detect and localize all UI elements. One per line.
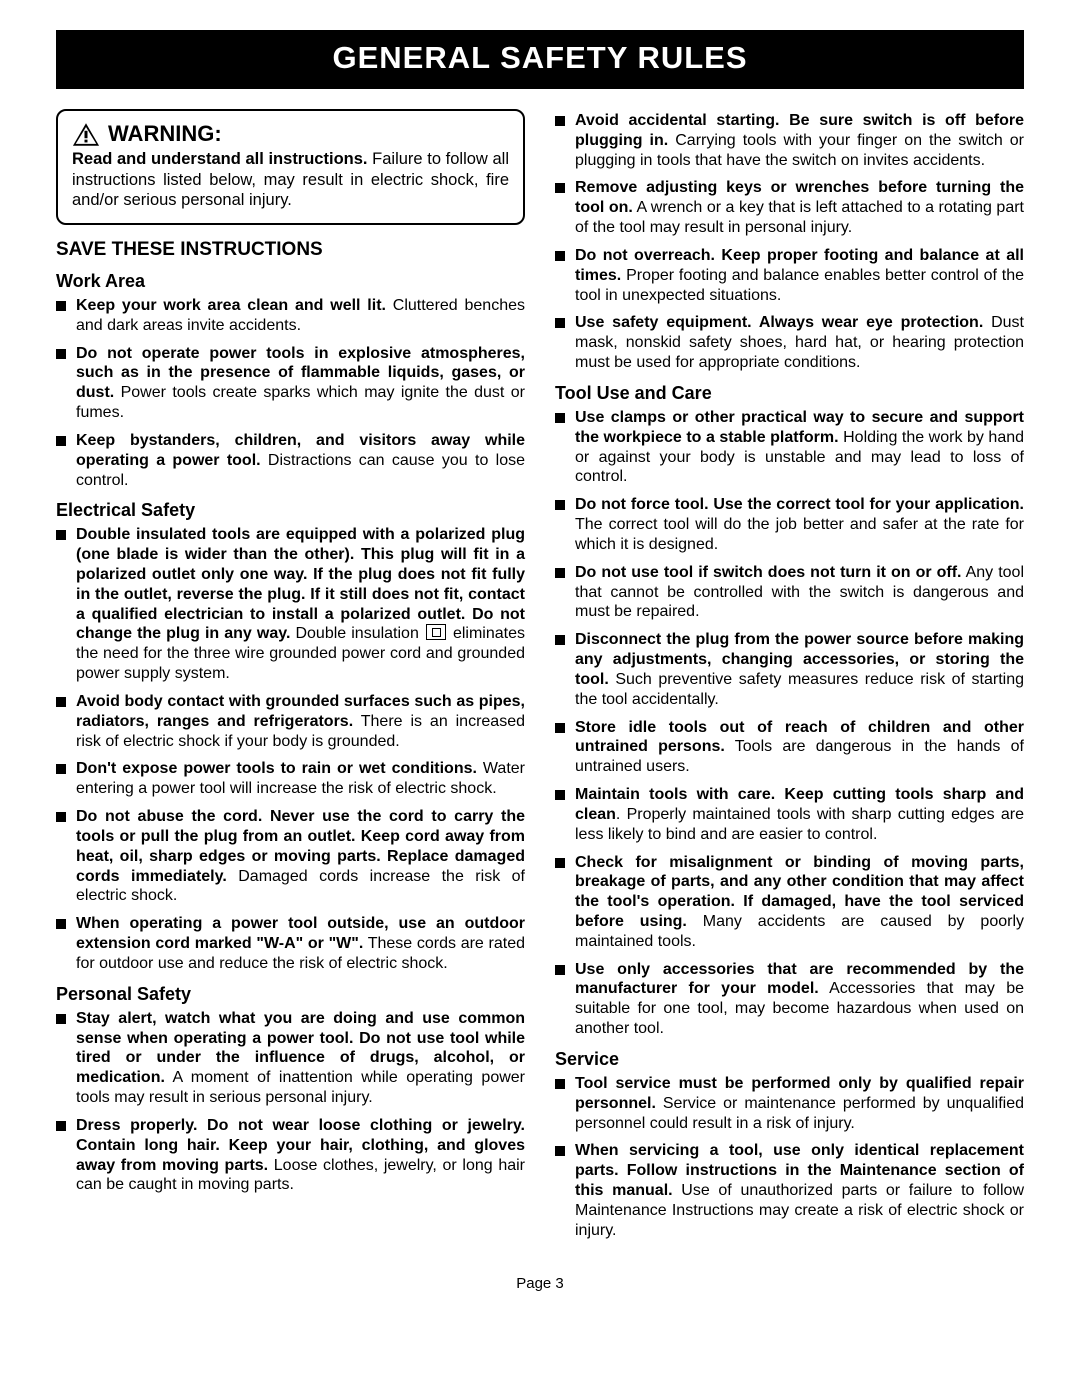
list-item-text: Such preventive safety measures reduce r… bbox=[575, 671, 1024, 708]
list-item-text: . Properly maintained tools with sharp c… bbox=[575, 806, 1024, 843]
warning-triangle-icon bbox=[72, 122, 100, 147]
work-area-heading: Work Area bbox=[56, 271, 525, 292]
list-item-bold: Keep your work area clean and well lit. bbox=[76, 297, 386, 314]
list-item: Remove adjusting keys or wrenches before… bbox=[555, 178, 1024, 237]
list-item: When servicing a tool, use only identica… bbox=[555, 1141, 1024, 1240]
list-item: Do not force tool. Use the correct tool … bbox=[555, 495, 1024, 554]
page-container: GENERAL SAFETY RULES WARNING: Read and u… bbox=[0, 0, 1080, 1312]
list-item: Use only accessories that are recommende… bbox=[555, 960, 1024, 1039]
tool-use-heading: Tool Use and Care bbox=[555, 383, 1024, 404]
list-item: Do not use tool if switch does not turn … bbox=[555, 563, 1024, 622]
page-number: Page 3 bbox=[56, 1275, 1024, 1292]
list-item: Don't expose power tools to rain or wet … bbox=[56, 759, 525, 799]
list-item: Keep your work area clean and well lit. … bbox=[56, 296, 525, 336]
warning-header: WARNING: bbox=[72, 121, 509, 147]
list-item-bold: Do not use tool if switch does not turn … bbox=[575, 564, 961, 581]
list-item: Keep bystanders, children, and visitors … bbox=[56, 431, 525, 490]
list-item: Maintain tools with care. Keep cutting t… bbox=[555, 785, 1024, 844]
list-item: Avoid body contact with grounded surface… bbox=[56, 692, 525, 751]
left-column: WARNING: Read and understand all instruc… bbox=[56, 109, 525, 1249]
banner-title: GENERAL SAFETY RULES bbox=[56, 30, 1024, 89]
list-item: Double insulated tools are equipped with… bbox=[56, 525, 525, 684]
list-item-text: Double insulation bbox=[290, 625, 424, 642]
list-item-text: Proper footing and balance enables bette… bbox=[575, 267, 1024, 304]
right-column: Avoid accidental starting. Be sure switc… bbox=[555, 109, 1024, 1249]
service-list: Tool service must be performed only by q… bbox=[555, 1074, 1024, 1241]
list-item-text: A wrench or a key that is left attached … bbox=[575, 199, 1024, 236]
list-item: Disconnect the plug from the power sourc… bbox=[555, 630, 1024, 709]
list-item-bold: Do not force tool. Use the correct tool … bbox=[575, 496, 1024, 513]
personal-list: Stay alert, watch what you are doing and… bbox=[56, 1009, 525, 1195]
save-instructions-heading: SAVE THESE INSTRUCTIONS bbox=[56, 239, 525, 261]
list-item: Use safety equipment. Always wear eye pr… bbox=[555, 313, 1024, 372]
warning-text: Read and understand all instructions. Fa… bbox=[72, 149, 509, 211]
list-item: Do not overreach. Keep proper footing an… bbox=[555, 246, 1024, 305]
tool-use-list: Use clamps or other practical way to sec… bbox=[555, 408, 1024, 1039]
list-item: Dress properly. Do not wear loose clothi… bbox=[56, 1116, 525, 1195]
list-item-bold: Don't expose power tools to rain or wet … bbox=[76, 760, 477, 777]
two-column-layout: WARNING: Read and understand all instruc… bbox=[56, 109, 1024, 1249]
warning-box: WARNING: Read and understand all instruc… bbox=[56, 109, 525, 225]
service-heading: Service bbox=[555, 1049, 1024, 1070]
list-item-text: The correct tool will do the job better … bbox=[575, 516, 1024, 553]
list-item-bold: Use safety equipment. Always wear eye pr… bbox=[575, 314, 983, 331]
list-item: Tool service must be performed only by q… bbox=[555, 1074, 1024, 1133]
work-area-list: Keep your work area clean and well lit. … bbox=[56, 296, 525, 490]
list-item: Store idle tools out of reach of childre… bbox=[555, 718, 1024, 777]
warning-title: WARNING: bbox=[108, 121, 222, 147]
list-item-text: Power tools create sparks which may igni… bbox=[76, 384, 525, 421]
list-item: Use clamps or other practical way to sec… bbox=[555, 408, 1024, 487]
list-item: Do not operate power tools in explosive … bbox=[56, 344, 525, 423]
list-item: Stay alert, watch what you are doing and… bbox=[56, 1009, 525, 1108]
electrical-list: Double insulated tools are equipped with… bbox=[56, 525, 525, 973]
warning-bold: Read and understand all instructions. bbox=[72, 150, 368, 168]
list-item: Check for misalignment or binding of mov… bbox=[555, 853, 1024, 952]
list-item: Do not abuse the cord. Never use the cor… bbox=[56, 807, 525, 906]
personal-list-cont: Avoid accidental starting. Be sure switc… bbox=[555, 111, 1024, 373]
list-item: When operating a power tool outside, use… bbox=[56, 914, 525, 973]
electrical-heading: Electrical Safety bbox=[56, 500, 525, 521]
list-item: Avoid accidental starting. Be sure switc… bbox=[555, 111, 1024, 170]
double-insulation-icon bbox=[426, 624, 446, 640]
personal-heading: Personal Safety bbox=[56, 984, 525, 1005]
